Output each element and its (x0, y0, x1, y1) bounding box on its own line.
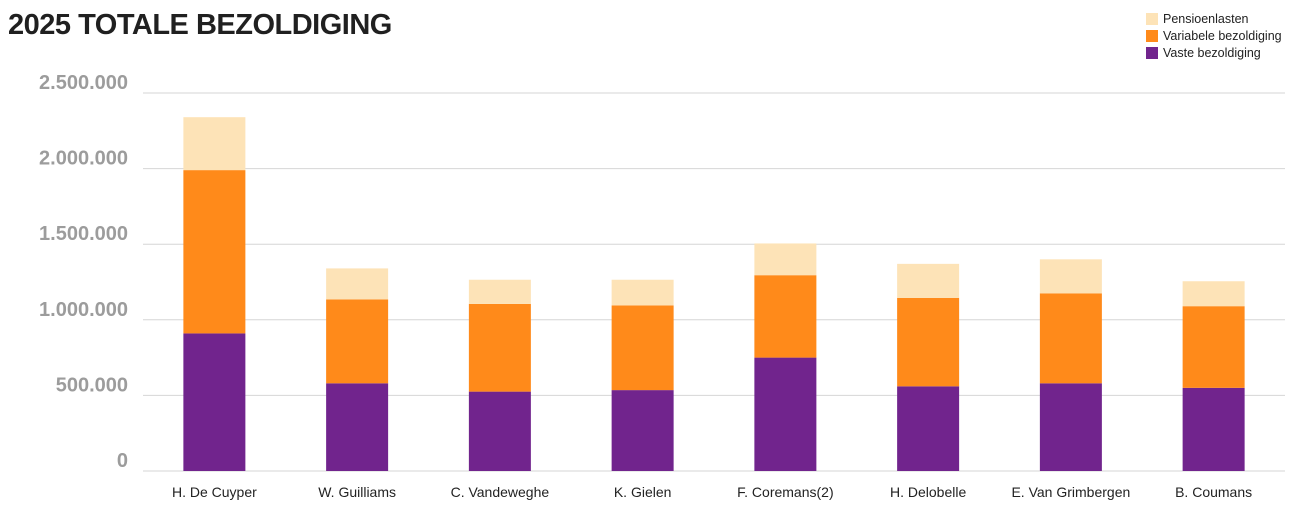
legend: Pensioenlasten Variabele bezoldiging Vas… (1146, 10, 1282, 61)
chart-title: 2025 TOTALE BEZOLDIGING (8, 9, 392, 41)
bar-variabele-bezoldiging-h-delobelle (897, 297, 960, 387)
legend-swatch-vaste-bezoldiging (1146, 46, 1158, 59)
bar-vaste-bezoldiging-c-vandeweghe (468, 391, 531, 471)
bar-variabele-bezoldiging-k-gielen (611, 305, 674, 391)
bar-vaste-bezoldiging-h-delobelle (897, 386, 960, 471)
bar-pensioenlasten-w-guilliams (326, 268, 389, 300)
bar-variabele-bezoldiging-w-guilliams (326, 299, 389, 384)
x-tick-label: C. Vandeweghe (451, 484, 550, 500)
legend-item-variabele-bezoldiging: Variabele bezoldiging (1146, 27, 1282, 44)
x-tick-label: H. De Cuyper (172, 484, 257, 500)
bar-pensioenlasten-f-coremans-2 (754, 243, 817, 276)
x-tick-label: W. Guilliams (318, 484, 396, 500)
legend-item-vaste-bezoldiging: Vaste bezoldiging (1146, 44, 1282, 61)
bar-vaste-bezoldiging-b-coumans (1182, 387, 1245, 471)
bar-vaste-bezoldiging-e-van-grimbergen (1039, 383, 1102, 471)
x-tick-label: B. Coumans (1175, 484, 1252, 500)
bar-vaste-bezoldiging-w-guilliams (326, 383, 389, 471)
y-tick-label: 2.000.000 (39, 148, 128, 170)
bar-pensioenlasten-e-van-grimbergen (1039, 259, 1102, 294)
legend-label-vaste-bezoldiging: Vaste bezoldiging (1163, 45, 1261, 60)
legend-label-pensioenlasten: Pensioenlasten (1163, 11, 1249, 26)
bar-vaste-bezoldiging-f-coremans-2 (754, 357, 817, 471)
bar-variabele-bezoldiging-h-de-cuyper (183, 170, 246, 334)
bar-pensioenlasten-c-vandeweghe (468, 279, 531, 304)
x-tick-label: H. Delobelle (890, 484, 966, 500)
bar-variabele-bezoldiging-c-vandeweghe (468, 303, 531, 392)
legend-swatch-pensioenlasten (1146, 12, 1158, 25)
legend-swatch-variabele-bezoldiging (1146, 29, 1158, 42)
x-tick-label: E. Van Grimbergen (1011, 484, 1130, 500)
bar-vaste-bezoldiging-k-gielen (611, 390, 674, 471)
bar-pensioenlasten-b-coumans (1182, 281, 1245, 307)
y-tick-label: 2.500.000 (39, 72, 128, 94)
legend-item-pensioenlasten: Pensioenlasten (1146, 10, 1282, 27)
bar-variabele-bezoldiging-b-coumans (1182, 306, 1245, 388)
bar-pensioenlasten-h-delobelle (897, 263, 960, 298)
x-tick-label: K. Gielen (614, 484, 672, 500)
y-tick-label: 500.000 (56, 374, 128, 396)
bar-pensioenlasten-k-gielen (611, 279, 674, 306)
x-tick-label: F. Coremans(2) (737, 484, 833, 500)
bar-variabele-bezoldiging-e-van-grimbergen (1039, 293, 1102, 384)
bar-variabele-bezoldiging-f-coremans-2 (754, 275, 817, 358)
y-tick-label: 1.000.000 (39, 299, 128, 321)
legend-label-variabele-bezoldiging: Variabele bezoldiging (1163, 28, 1282, 43)
bar-pensioenlasten-h-de-cuyper (183, 117, 246, 171)
bar-vaste-bezoldiging-h-de-cuyper (183, 333, 246, 471)
y-tick-label: 1.500.000 (39, 223, 128, 245)
y-tick-label: 0 (117, 450, 128, 472)
